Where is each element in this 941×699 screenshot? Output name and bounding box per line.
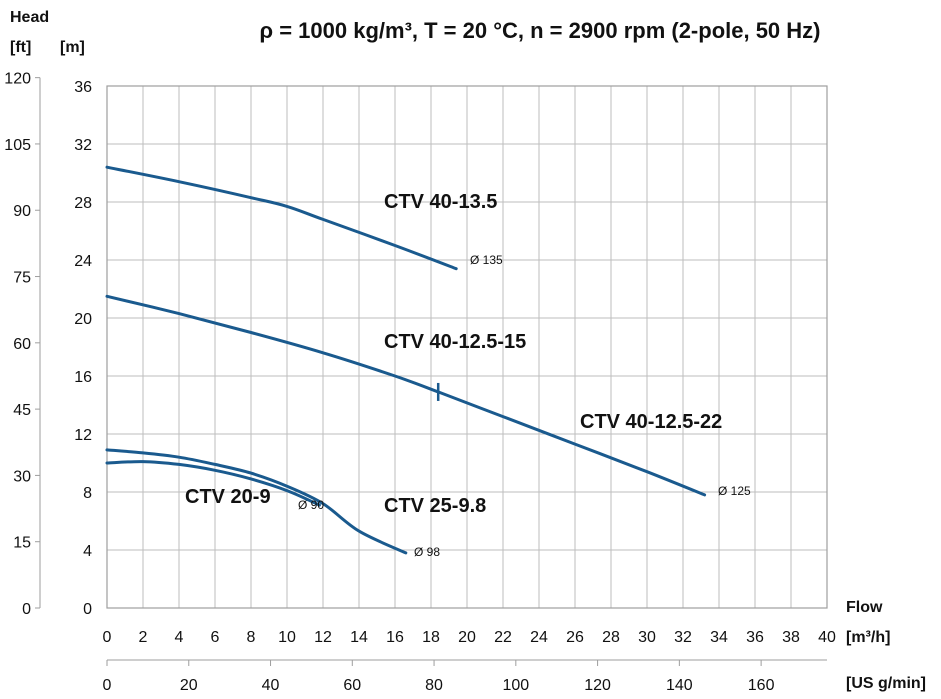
y-tick-label-ft: 90 (13, 203, 31, 220)
x-tick-label-usgpm: 0 (103, 677, 112, 694)
y-tick-label-m: 28 (74, 195, 92, 212)
series-line-ctv-40-13-5 (105, 165, 458, 271)
y-axis-label: Head (10, 9, 49, 26)
x-tick-label-m3h: 16 (386, 629, 404, 646)
y-tick-label-m: 20 (74, 311, 92, 328)
y-tick-label-m: 36 (74, 79, 92, 96)
series-line-ctv-25-9-8 (105, 448, 408, 555)
y-tick-label-ft: 30 (13, 468, 31, 485)
x-tick-label-m3h: 6 (211, 629, 220, 646)
x-tick-label-m3h: 4 (175, 629, 184, 646)
x-tick-label-m3h: 14 (350, 629, 368, 646)
diameter-label-ctv-20-9: Ø 90 (298, 498, 324, 512)
x-tick-label-usgpm: 40 (262, 677, 280, 694)
y-tick-label-ft: 15 (13, 535, 31, 552)
x-tick-label-m3h: 38 (782, 629, 800, 646)
x-tick-label-usgpm: 80 (425, 677, 443, 694)
y-axis-unit-m: [m] (60, 39, 85, 56)
diameter-label-ctv-40-12-5-22: Ø 125 (718, 484, 751, 498)
x-tick-label-m3h: 0 (103, 629, 112, 646)
y-tick-label-ft: 120 (4, 71, 31, 88)
x-tick-label-m3h: 20 (458, 629, 476, 646)
series-line-ctv-40-12-5-15 (105, 294, 440, 394)
x-tick-label-usgpm: 20 (180, 677, 198, 694)
x-tick-label-m3h: 40 (818, 629, 836, 646)
chart-title: ρ = 1000 kg/m³, T = 20 °C, n = 2900 rpm … (259, 18, 820, 43)
y-tick-label-m: 24 (74, 253, 92, 270)
y-tick-label-ft: 105 (4, 137, 31, 154)
x-tick-label-m3h: 12 (314, 629, 332, 646)
x-axis-label: Flow (846, 599, 883, 616)
x-tick-label-m3h: 10 (278, 629, 296, 646)
x-tick-label-m3h: 2 (139, 629, 148, 646)
diameter-label-ctv-40-13-5: Ø 135 (470, 253, 503, 267)
series-line-ctv-40-12-5-22 (436, 390, 707, 497)
x-tick-label-usgpm: 60 (343, 677, 361, 694)
x-tick-label-m3h: 18 (422, 629, 440, 646)
y-tick-label-m: 0 (83, 601, 92, 618)
y-tick-label-m: 32 (74, 137, 92, 154)
series-label-ctv-20-9: CTV 20-9 (185, 486, 271, 508)
x-tick-label-usgpm: 160 (748, 677, 775, 694)
y-tick-label-ft: 45 (13, 402, 31, 419)
y-tick-label-m: 8 (83, 485, 92, 502)
y-tick-label-m: 4 (83, 543, 92, 560)
y-tick-label-ft: 60 (13, 336, 31, 353)
series-line-ctv-20-9 (105, 460, 321, 507)
series-labels: CTV 40-13.5 Ø 135 CTV 40-12.5-15 CTV 40-12.… (185, 191, 751, 559)
x-tick-label-usgpm: 140 (666, 677, 693, 694)
y-tick-label-m: 12 (74, 427, 92, 444)
x-tick-label-m3h: 8 (247, 629, 256, 646)
x-tick-label-usgpm: 120 (584, 677, 611, 694)
x-tick-label-m3h: 26 (566, 629, 584, 646)
x-tick-label-usgpm: 100 (502, 677, 529, 694)
y-tick-label-ft: 0 (22, 601, 31, 618)
series-label-ctv-25-9-8: CTV 25-9.8 (384, 495, 486, 517)
series-lines (105, 165, 707, 555)
x-tick-label-m3h: 32 (674, 629, 692, 646)
x-tick-label-m3h: 36 (746, 629, 764, 646)
series-label-ctv-40-12-5-15: CTV 40-12.5-15 (384, 331, 526, 353)
diameter-label-ctv-25-9-8: Ø 98 (414, 545, 440, 559)
x-tick-label-m3h: 24 (530, 629, 548, 646)
y-axis-unit-ft: [ft] (10, 39, 31, 56)
x-axis-unit-m3h: [m³/h] (846, 629, 890, 646)
x-tick-label-m3h: 30 (638, 629, 656, 646)
x-tick-label-m3h: 28 (602, 629, 620, 646)
series-label-ctv-40-13-5: CTV 40-13.5 (384, 191, 497, 213)
plot-frame (106, 85, 828, 609)
x-axis-unit-usgpm: [US g/min] (846, 675, 926, 692)
x-tick-label-m3h: 22 (494, 629, 512, 646)
series-label-ctv-40-12-5-22: CTV 40-12.5-22 (580, 411, 722, 433)
y-tick-label-ft: 75 (13, 270, 31, 287)
y-tick-label-m: 16 (74, 369, 92, 386)
x-tick-label-m3h: 34 (710, 629, 728, 646)
